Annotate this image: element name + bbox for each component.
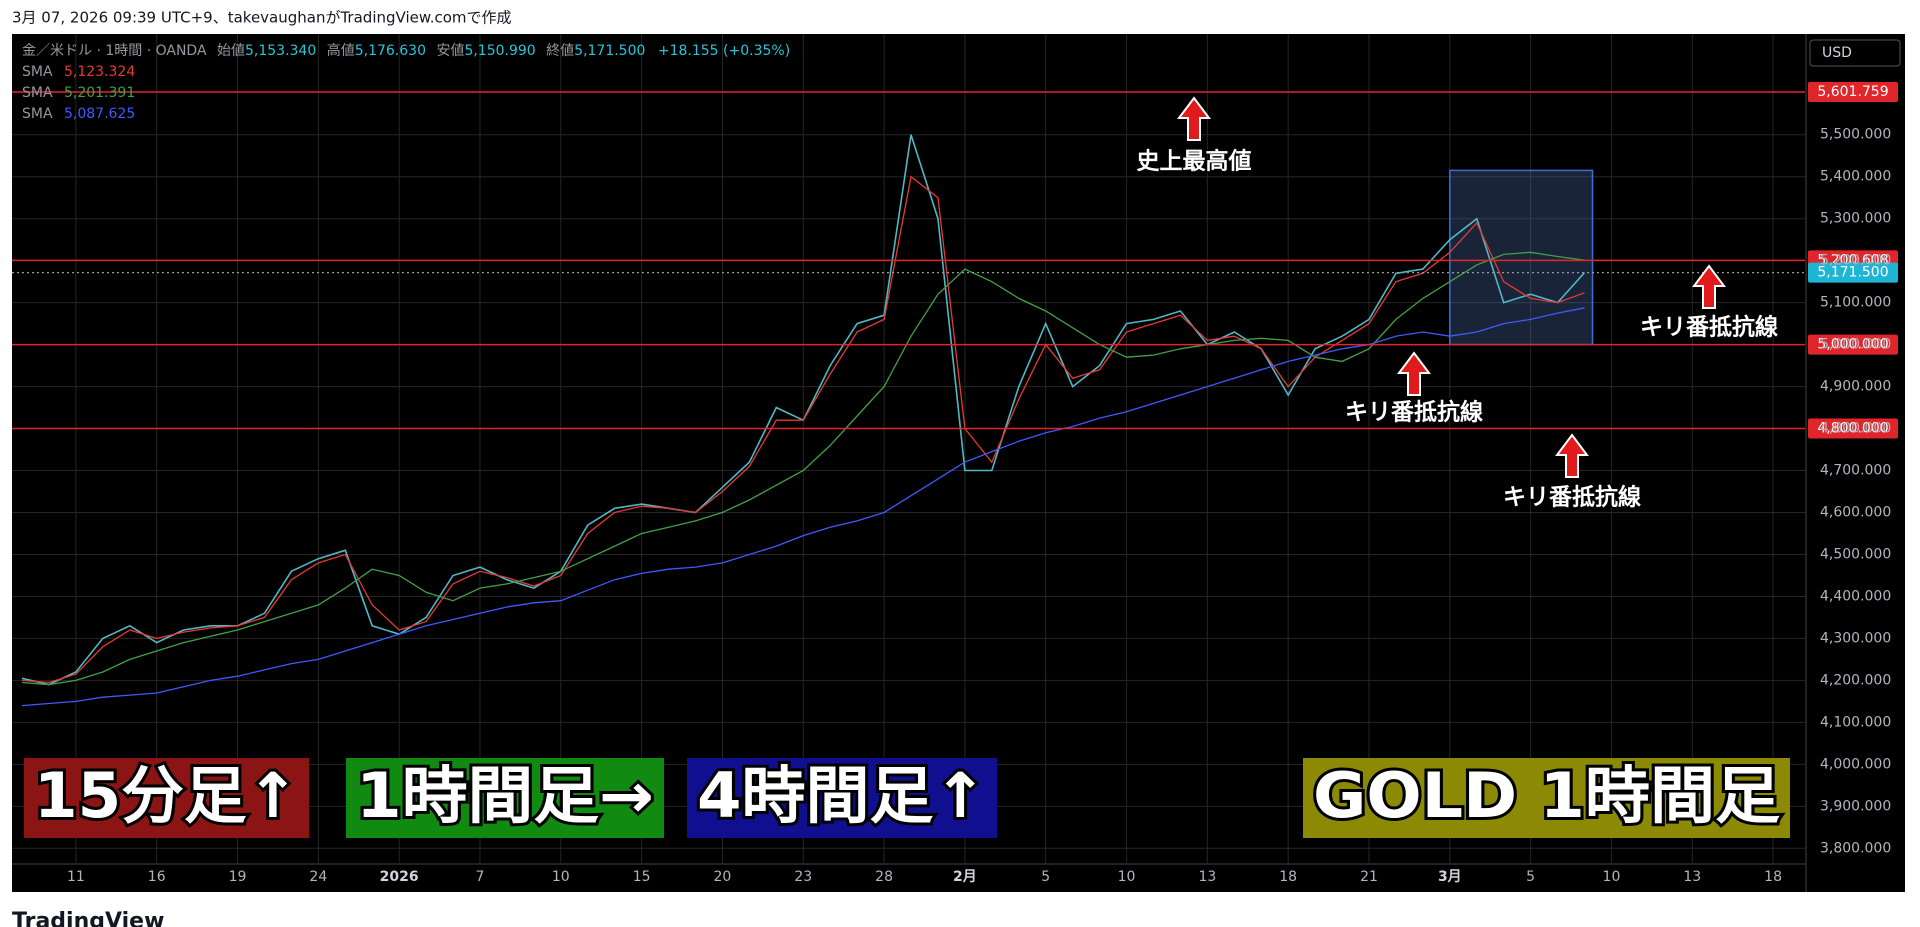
symbol: 金／米ドル · 1時間 · OANDA xyxy=(22,43,207,59)
x-tick-label: 23 xyxy=(794,869,812,885)
y-tick-label: 4,500.000 xyxy=(1820,546,1891,562)
ohlc-name: 安値 xyxy=(436,43,464,59)
y-tick-label: 4,300.000 xyxy=(1820,630,1891,646)
price-label-bg xyxy=(1808,334,1898,355)
banner xyxy=(1303,758,1790,838)
legend-name: SMA xyxy=(22,64,53,80)
x-tick-label: 28 xyxy=(875,869,893,885)
price-label-bg xyxy=(1808,262,1898,283)
legend-ohlc: 金／米ドル · 1時間 · OANDA 始値5,153.340 高値5,176.… xyxy=(22,42,790,59)
x-tick-label: 3月 xyxy=(1438,869,1462,885)
price-label-bg xyxy=(1808,418,1898,439)
x-tick-label: 24 xyxy=(309,869,327,885)
sma-line xyxy=(21,251,1585,686)
legend-value: 5,201.391 xyxy=(64,85,135,101)
y-tick-label: 5,100.000 xyxy=(1820,295,1891,311)
plot xyxy=(21,134,1594,707)
ohlc-value: 5,176.630 xyxy=(355,43,426,59)
ohlc-name: 高値 xyxy=(327,42,355,59)
x-tick-label: 18 xyxy=(1279,869,1297,885)
x-tick-label: 10 xyxy=(1603,869,1621,885)
y-tick-label: 5,000.000 xyxy=(1820,337,1891,353)
change: +18.155 (+0.35%) xyxy=(658,43,790,59)
y-tick-label: 4,700.000 xyxy=(1820,463,1891,479)
y-tick-label: 4,100.000 xyxy=(1820,714,1891,730)
y-tick-label: 5,300.000 xyxy=(1820,211,1891,227)
annotation: 史上最高値 xyxy=(1137,148,1252,175)
annotation: キリ番抵抗線 xyxy=(1640,314,1778,341)
ohlc-value: 5,171.500 xyxy=(574,43,645,59)
x-tick-label: 2026 xyxy=(380,869,419,885)
banner xyxy=(346,758,664,838)
y-tick-label: 4,400.000 xyxy=(1820,588,1891,604)
y-tick-label: 4,600.000 xyxy=(1820,505,1891,521)
x-tick-label: 5 xyxy=(1526,869,1535,885)
x-tick-label: 20 xyxy=(714,869,732,885)
y-tick-label: 5,200.000 xyxy=(1820,253,1891,269)
x-tick-label: 10 xyxy=(552,869,570,885)
y-tick-label: 4,000.000 xyxy=(1820,756,1891,772)
overlay: 5,601.7595,200.6085,171.5005,000.0004,80… xyxy=(12,82,1898,838)
sma-line xyxy=(21,307,1585,707)
y-tick-label: 5,500.000 xyxy=(1820,127,1891,143)
x-tick-label: 7 xyxy=(476,869,485,885)
price-label: 5,601.759 xyxy=(1817,84,1888,100)
price-label: 5,171.500 xyxy=(1817,265,1888,281)
footer-logo: TradingView xyxy=(12,909,164,927)
x-tick-label: 19 xyxy=(229,869,247,885)
banner-text: 15分足↑ xyxy=(34,759,299,832)
arrow xyxy=(1692,264,1726,309)
price-label-bg xyxy=(1808,82,1898,103)
y-tick-label: 4,200.000 xyxy=(1820,672,1891,688)
x-tick-label: 2月 xyxy=(953,869,977,885)
x-tick-label: 21 xyxy=(1360,869,1378,885)
ohlc-name: 終値 xyxy=(546,43,574,59)
price-label: 4,800.000 xyxy=(1817,421,1888,437)
banner xyxy=(687,758,997,838)
legend-name: SMA xyxy=(22,106,53,122)
banner xyxy=(24,758,309,838)
currency-box xyxy=(1809,39,1901,67)
y-tick-label: 3,800.000 xyxy=(1820,840,1891,856)
y-tick-label: 5,400.000 xyxy=(1820,169,1891,185)
banner-text: 1時間足→ xyxy=(356,759,654,832)
y-tick-label: 3,900.000 xyxy=(1820,798,1891,814)
legend-name: SMA xyxy=(22,85,53,101)
annotation: キリ番抵抗線 xyxy=(1345,399,1483,426)
header: 3月 07, 2026 09:39 UTC+9、takevaughanがTrad… xyxy=(12,9,512,27)
y-tick-label: 4,800.000 xyxy=(1820,421,1891,437)
arrow xyxy=(1177,96,1211,141)
annotation: キリ番抵抗線 xyxy=(1503,484,1641,511)
legend-value: 5,123.324 xyxy=(64,64,135,80)
x-tick-label: 13 xyxy=(1683,869,1701,885)
x-tick-label: 11 xyxy=(67,869,85,885)
x-tick-label: 5 xyxy=(1041,869,1050,885)
currency: USD xyxy=(1822,45,1852,61)
ohlc-name: 始値 xyxy=(217,43,245,59)
arrow xyxy=(1397,351,1431,396)
x-tick-label: 15 xyxy=(633,869,651,885)
x-tick-label: 18 xyxy=(1764,869,1782,885)
banner-text: GOLD 1時間足 xyxy=(1313,759,1780,832)
price-label: 5,000.000 xyxy=(1817,337,1888,353)
arrow xyxy=(1555,433,1589,478)
sma-line xyxy=(21,175,1585,684)
legend-value: 5,087.625 xyxy=(64,106,135,122)
highlight-box xyxy=(1449,169,1594,346)
x-tick-label: 13 xyxy=(1198,869,1216,885)
banner-text: 4時間足↑ xyxy=(697,759,987,832)
ohlc-value: 5,153.340 xyxy=(245,43,316,59)
x-tick-label: 10 xyxy=(1118,869,1136,885)
y-tick-label: 4,900.000 xyxy=(1820,379,1891,395)
x-tick-label: 16 xyxy=(148,869,166,885)
ohlc-value: 5,150.990 xyxy=(464,43,535,59)
